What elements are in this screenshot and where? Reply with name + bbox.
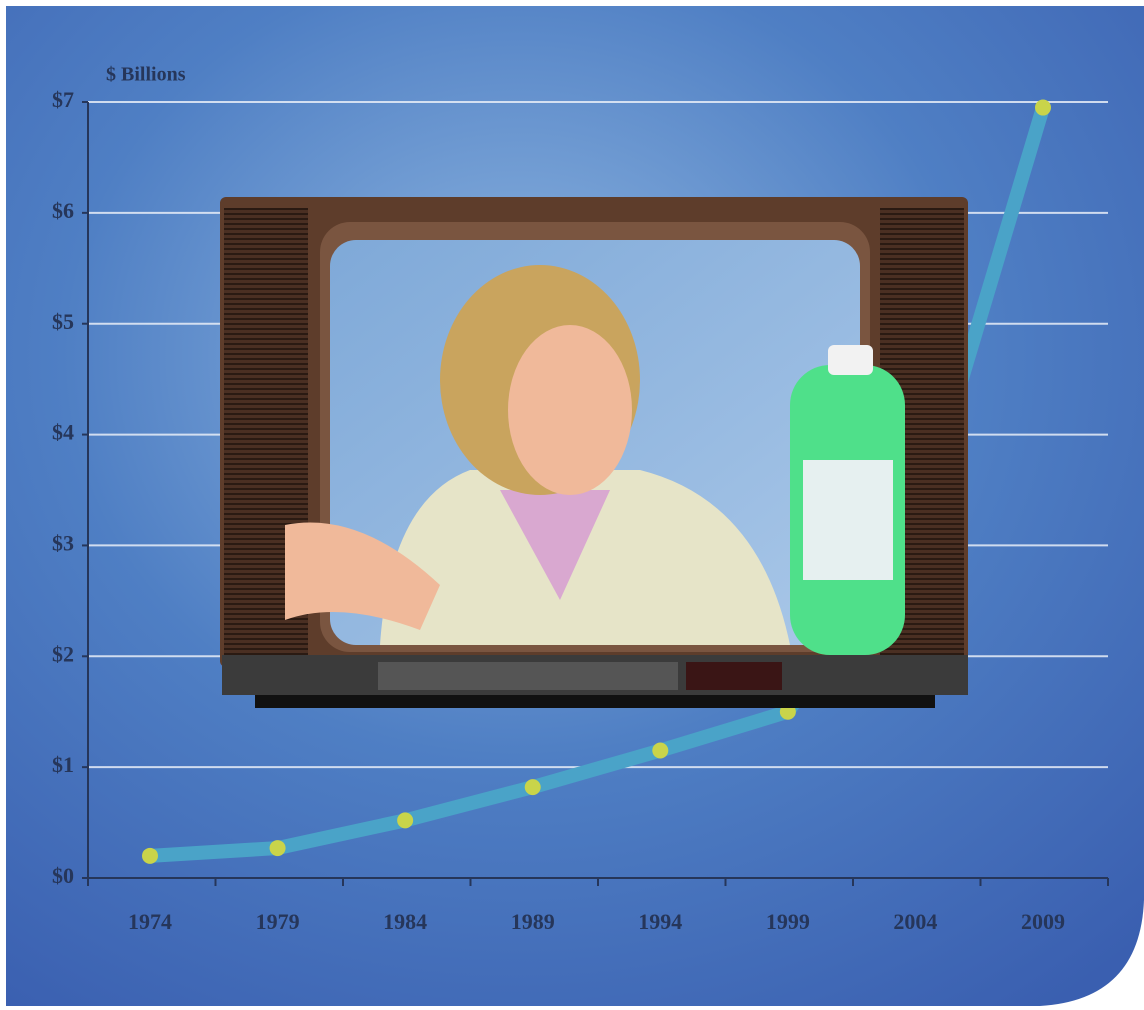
y-tick-label: $1	[52, 752, 74, 777]
y-tick-label: $0	[52, 863, 74, 888]
y-tick-label: $3	[52, 530, 74, 555]
y-tick-label: $4	[52, 420, 74, 445]
x-tick-label: 1989	[511, 909, 555, 934]
marker	[524, 779, 541, 796]
x-tick-label: 2004	[893, 909, 937, 934]
x-tick-label: 1999	[766, 909, 810, 934]
y-tick-label: $7	[52, 87, 74, 112]
marker	[652, 742, 669, 759]
y-tick-label: $5	[52, 309, 74, 334]
y-axis-label: $ Billions	[106, 64, 186, 86]
y-tick-label: $6	[52, 198, 74, 223]
marker	[269, 840, 286, 857]
marker	[1035, 99, 1051, 116]
x-tick-label: 1984	[383, 909, 427, 934]
marker	[142, 847, 158, 864]
x-tick-label: 1979	[256, 909, 300, 934]
x-tick-label: 1994	[638, 909, 682, 934]
x-tick-label: 2009	[1021, 909, 1065, 934]
marker	[397, 812, 414, 829]
y-tick-label: $2	[52, 641, 74, 666]
tv	[220, 197, 968, 708]
x-tick-label: 1974	[128, 909, 172, 934]
